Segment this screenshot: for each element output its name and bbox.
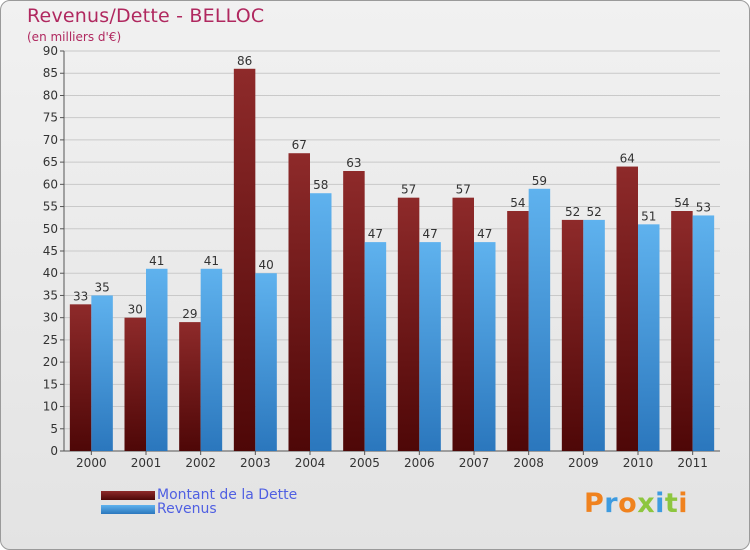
chart-subtitle: (en milliers d'€) bbox=[27, 30, 122, 44]
bar-dette bbox=[397, 197, 420, 451]
data-label: 67 bbox=[292, 138, 307, 152]
data-label: 53 bbox=[696, 200, 711, 214]
y-tick-label: 10 bbox=[43, 400, 58, 414]
x-tick-label: 2001 bbox=[131, 456, 162, 470]
y-tick-label: 30 bbox=[43, 311, 58, 325]
data-label: 51 bbox=[641, 209, 656, 223]
data-label: 33 bbox=[73, 289, 88, 303]
data-label: 64 bbox=[620, 152, 635, 166]
data-label: 30 bbox=[128, 303, 143, 317]
proxiti-logo: Proxiti bbox=[584, 488, 688, 519]
y-tick-label: 35 bbox=[43, 288, 58, 302]
bar-revenus bbox=[419, 242, 441, 451]
y-tick-label: 5 bbox=[50, 422, 58, 436]
logo-letter: i bbox=[655, 488, 665, 519]
x-tick-label: 2003 bbox=[240, 456, 271, 470]
x-tick-label: 2007 bbox=[459, 456, 490, 470]
bar-revenus bbox=[364, 242, 387, 451]
data-label: 54 bbox=[674, 196, 689, 210]
x-tick-label: 2008 bbox=[513, 456, 544, 470]
bar-revenus bbox=[638, 224, 660, 451]
bar-dette bbox=[288, 153, 310, 451]
x-tick-label: 2009 bbox=[568, 456, 599, 470]
y-tick-label: 20 bbox=[43, 355, 58, 369]
plot-area: 0 5 10 15 20 25 30 35 40 45 50 55 60 65 70 75 80 85 90 33 35… bbox=[43, 44, 720, 470]
y-tick-label: 90 bbox=[43, 44, 58, 58]
data-label: 52 bbox=[565, 205, 580, 219]
bar-revenus bbox=[583, 219, 605, 451]
data-label: 59 bbox=[532, 174, 547, 188]
x-tick-label: 2005 bbox=[349, 456, 380, 470]
legend-label-debt: Montant de la Dette bbox=[157, 487, 298, 503]
y-tick-label: 65 bbox=[43, 155, 58, 169]
bar-revenus bbox=[474, 242, 496, 451]
bar-dette bbox=[507, 211, 529, 451]
bar-revenus bbox=[146, 268, 168, 451]
bar-dette bbox=[561, 219, 584, 451]
y-tick-label: 50 bbox=[43, 222, 58, 236]
logo-letter: r bbox=[604, 488, 619, 519]
x-tick-label: 2004 bbox=[295, 456, 326, 470]
y-tick-label: 15 bbox=[43, 377, 58, 391]
data-label: 47 bbox=[368, 227, 383, 241]
y-tick-label: 40 bbox=[43, 266, 58, 280]
bar-revenus bbox=[310, 193, 332, 451]
bar-revenus bbox=[255, 273, 277, 451]
bar-revenus bbox=[200, 268, 223, 451]
logo-letter: t bbox=[664, 488, 679, 519]
x-tick-label: 2002 bbox=[185, 456, 216, 470]
y-tick-label: 60 bbox=[43, 177, 58, 191]
data-label: 47 bbox=[422, 227, 437, 241]
bar-revenus bbox=[528, 188, 551, 451]
data-label: 86 bbox=[237, 54, 252, 68]
legend-item-debt: Montant de la Dette bbox=[101, 488, 297, 502]
data-label: 63 bbox=[346, 156, 361, 170]
logo-letter: o bbox=[618, 488, 638, 519]
data-label: 57 bbox=[401, 183, 416, 197]
data-label: 57 bbox=[456, 183, 471, 197]
bar-dette bbox=[671, 211, 693, 451]
data-label: 41 bbox=[204, 254, 219, 268]
bar-dette bbox=[452, 197, 474, 451]
x-tick-label: 2000 bbox=[76, 456, 107, 470]
chart-title: Revenus/Dette - BELLOC bbox=[27, 5, 265, 27]
logo-letter: i bbox=[678, 488, 689, 519]
y-tick-label: 75 bbox=[43, 111, 58, 125]
y-tick-label: 0 bbox=[50, 444, 58, 458]
x-tick-label: 2006 bbox=[404, 456, 435, 470]
bar-dette bbox=[69, 304, 92, 451]
bar-revenus bbox=[692, 215, 715, 451]
bar-revenus bbox=[91, 295, 113, 451]
data-label: 41 bbox=[149, 254, 164, 268]
bar-dette bbox=[233, 68, 256, 452]
data-label: 54 bbox=[510, 196, 525, 210]
legend-item-revenus: Revenus bbox=[101, 502, 217, 516]
logo-letter: x bbox=[637, 488, 656, 519]
logo-letter: P bbox=[584, 488, 605, 519]
bar-dette bbox=[616, 166, 638, 452]
legend-swatch-debt bbox=[101, 490, 155, 500]
data-label: 40 bbox=[258, 258, 273, 272]
y-tick-label: 80 bbox=[43, 88, 58, 102]
y-tick-label: 25 bbox=[43, 333, 58, 347]
bar-dette bbox=[124, 317, 146, 451]
y-tick-label: 55 bbox=[43, 200, 58, 214]
legend-swatch-revenus bbox=[101, 504, 155, 514]
data-label: 58 bbox=[313, 178, 328, 192]
y-tick-label: 45 bbox=[43, 244, 58, 258]
bar-dette bbox=[179, 322, 201, 451]
y-tick-label: 70 bbox=[43, 133, 58, 147]
legend-label-revenus: Revenus bbox=[157, 501, 217, 517]
data-label: 47 bbox=[477, 227, 492, 241]
x-tick-label: 2010 bbox=[623, 456, 654, 470]
bar-dette bbox=[343, 171, 365, 451]
data-label: 35 bbox=[94, 280, 109, 294]
data-label: 29 bbox=[182, 307, 197, 321]
x-tick-label: 2011 bbox=[677, 456, 708, 470]
data-label: 52 bbox=[586, 205, 601, 219]
y-tick-label: 85 bbox=[43, 66, 58, 80]
